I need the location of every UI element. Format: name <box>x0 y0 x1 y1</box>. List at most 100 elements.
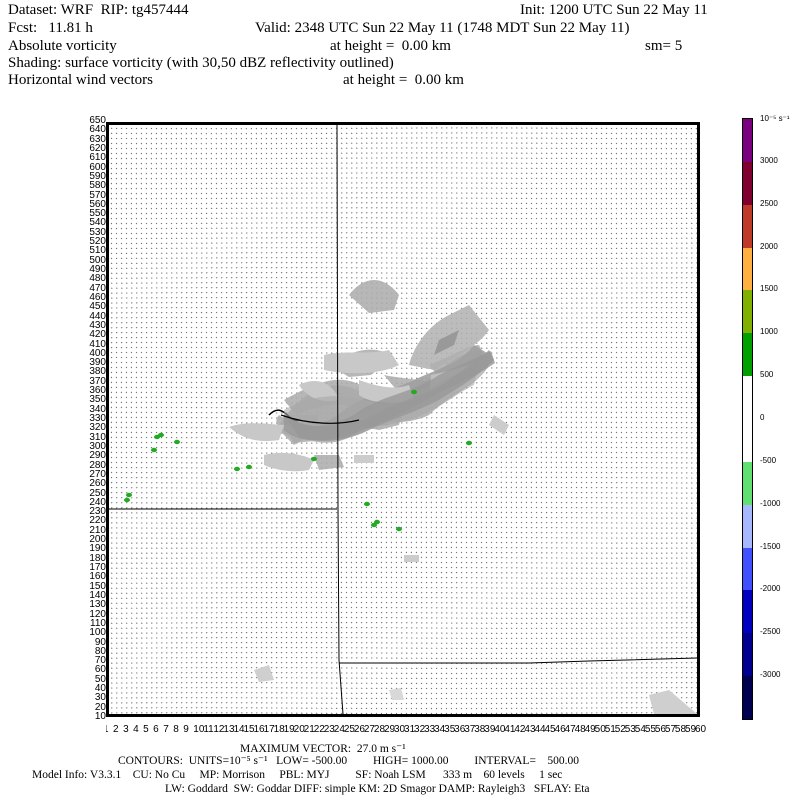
field1-height: at height = 0.00 km <box>330 38 451 54</box>
colorbar-label: 2000 <box>760 241 778 251</box>
y-tick-label: 330 <box>89 413 106 424</box>
reflectivity-shade <box>254 665 274 682</box>
x-tick-label: 12 <box>213 724 225 735</box>
colorbar-label: -2000 <box>760 584 781 594</box>
y-tick-label: 70 <box>94 655 106 667</box>
x-tick-label: 18 <box>273 724 285 735</box>
x-tick-label: 58 <box>674 724 687 735</box>
x-tick-label: 13 <box>223 724 235 735</box>
x-tick-label: 10 <box>193 724 205 735</box>
colorbar-label: 2500 <box>760 198 778 208</box>
smoothing-label: sm= 5 <box>645 38 683 54</box>
y-tick-label: 430 <box>89 319 106 331</box>
x-tick-label: 46 <box>554 724 566 735</box>
vorticity-spot <box>466 440 472 446</box>
y-tick-label: 630 <box>89 133 106 145</box>
x-tick-label: 3 <box>123 724 129 735</box>
state-border <box>336 125 344 714</box>
vorticity-spot <box>174 439 180 445</box>
x-tick-label: 29 <box>383 724 396 735</box>
valid-time: Valid: 2348 UTC Sun 22 May 11 (1748 MDT … <box>255 20 630 36</box>
y-tick-label: 250 <box>89 487 106 499</box>
y-tick-label: 300 <box>89 440 106 452</box>
y-tick-label: 290 <box>89 450 106 462</box>
x-tick-label: 43 <box>524 724 536 735</box>
y-tick-label: 240 <box>89 496 106 508</box>
x-tick-label: 32 <box>414 724 426 735</box>
y-tick-label: 270 <box>89 468 106 480</box>
y-tick-label: 210 <box>89 524 106 536</box>
colorbar <box>742 118 753 720</box>
colorbar-segment <box>743 376 752 419</box>
model-info: Model Info: V3.3.1 CU: No Cu MP: Morriso… <box>32 769 563 781</box>
y-tick-label: 230 <box>89 506 106 518</box>
y-tick-label: 310 <box>89 431 106 443</box>
x-tick-label: 4 <box>133 724 139 735</box>
y-tick-label: 30 <box>94 692 106 704</box>
y-tick-label: 90 <box>94 636 106 648</box>
contour-info: CONTOURS: UNITS=10⁻⁵ s⁻¹ LOW= -500.00 HI… <box>118 755 580 767</box>
y-tick-label: 590 <box>89 170 106 182</box>
reflectivity-shade <box>264 452 314 472</box>
x-tick-label: 16 <box>253 724 265 735</box>
field2-name: Horizontal wind vectors <box>8 72 153 88</box>
x-tick-label: 14 <box>233 724 245 735</box>
y-tick-label: 110 <box>90 617 106 629</box>
y-tick-label: 440 <box>89 310 106 322</box>
reflectivity-shade <box>389 688 404 700</box>
x-tick-label: 15 <box>243 724 255 735</box>
y-tick-label: 550 <box>89 208 106 220</box>
map-plot <box>106 122 700 717</box>
vorticity-spot <box>158 432 164 438</box>
y-tick-label: 460 <box>89 291 106 303</box>
colorbar-label: 3000 <box>760 155 778 165</box>
vorticity-spot <box>311 456 317 462</box>
y-tick-label: 160 <box>89 571 106 583</box>
vorticity-spot <box>364 501 370 507</box>
x-tick-label: 8 <box>173 724 179 735</box>
x-tick-label: 6 <box>153 724 159 735</box>
x-tick-label: 36 <box>454 724 466 735</box>
x-tick-label: 57 <box>664 724 677 735</box>
x-tick-label: 35 <box>444 724 456 735</box>
colorbar-segment <box>743 547 752 591</box>
vorticity-spot <box>411 389 417 395</box>
x-tick-label: 5 <box>143 724 149 735</box>
x-tick-label: 22 <box>313 724 325 735</box>
reflectivity-shade <box>229 423 284 442</box>
y-tick-label: 420 <box>89 329 106 341</box>
x-tick-label: 55 <box>644 724 656 735</box>
y-tick-label: 450 <box>89 301 106 313</box>
forecast-hour: Fcst: 11.81 h <box>8 20 93 36</box>
y-tick-label: 480 <box>89 273 106 285</box>
colorbar-label: -1000 <box>760 498 781 508</box>
y-tick-label: 60 <box>94 664 106 676</box>
colorbar-segment <box>743 247 752 291</box>
y-tick-label: 410 <box>89 338 106 350</box>
x-tick-label: 31 <box>404 724 416 735</box>
x-tick-label: 34 <box>434 724 446 735</box>
colorbar-label: -500 <box>760 455 777 465</box>
colorbar-segment <box>743 161 752 205</box>
y-tick-label: 510 <box>89 245 106 257</box>
x-tick-label: 56 <box>654 724 666 735</box>
y-tick-label: 500 <box>89 254 106 266</box>
x-tick-label: 45 <box>544 724 556 735</box>
reflectivity-shade <box>434 330 459 355</box>
x-tick-label: 17 <box>263 724 275 735</box>
reflectivity-shade <box>489 415 509 435</box>
x-tick-label: 44 <box>534 724 546 735</box>
colorbar-segment <box>743 290 752 334</box>
vorticity-spot <box>234 466 240 472</box>
colorbar-label: 0 <box>760 413 765 422</box>
y-tick-label: 180 <box>89 552 106 564</box>
y-tick-label: 100 <box>89 627 106 639</box>
x-tick-label: 11 <box>203 724 214 735</box>
init-time: Init: 1200 UTC Sun 22 May 11 <box>520 2 708 18</box>
colorbar-segment <box>743 676 752 719</box>
x-tick-label: 50 <box>594 724 606 735</box>
vorticity-spot <box>126 492 132 498</box>
y-tick-label: 520 <box>89 236 106 248</box>
y-tick-label: 200 <box>89 534 106 546</box>
y-tick-label: 380 <box>89 366 106 378</box>
